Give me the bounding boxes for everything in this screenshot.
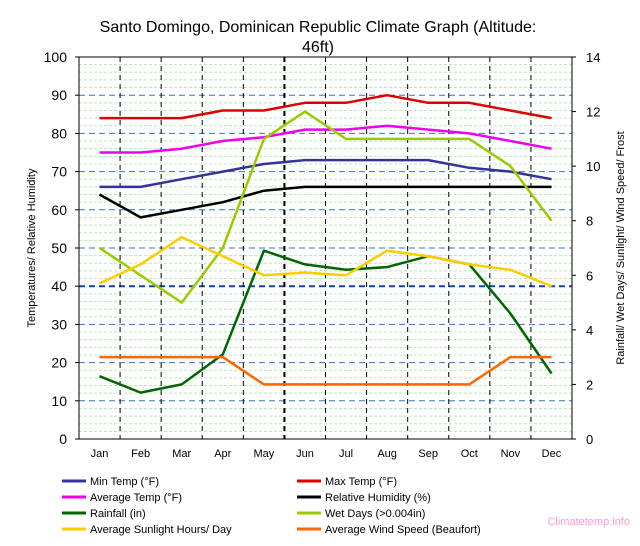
legend-label: Wet Days (>0.004in) — [325, 508, 425, 520]
y-axis-label-right: Rainfall/ Wet Days/ Sunlight/ Wind Speed… — [615, 131, 627, 364]
legend-label: Relative Humidity (%) — [325, 492, 431, 504]
legend-label: Min Temp (°F) — [90, 476, 159, 488]
y-tick-label-left: 50 — [51, 240, 67, 256]
x-tick-label: Jun — [296, 448, 314, 460]
chart-title-line-1: Santo Domingo, Dominican Republic Climat… — [100, 19, 537, 36]
series-line — [98, 185, 552, 219]
axis-layer: 0 10 20 30 40 50 60 70 80 90 100 0 2 4 6 8 10 12 14 Jan Feb M… — [44, 49, 601, 460]
x-tick-label: Jan — [91, 448, 109, 460]
y-tick-label-right: 12 — [586, 105, 600, 120]
y-tick-label-right: 14 — [586, 50, 600, 65]
legend-layer: Min Temp (°F) Max Temp (°F) Average Temp (… — [62, 476, 481, 536]
y-tick-label-right: 2 — [586, 377, 593, 392]
x-tick-label: Dec — [542, 448, 562, 460]
x-tick-label: Nov — [501, 448, 521, 460]
y-tick-label-right: 4 — [586, 323, 593, 338]
grid-layer — [79, 57, 572, 439]
y-tick-label-right: 6 — [586, 268, 593, 283]
series-line — [98, 235, 552, 288]
y-tick-label-left: 10 — [51, 393, 67, 409]
x-tick-label: Feb — [131, 448, 150, 460]
y-tick-label-right: 10 — [586, 159, 600, 174]
x-tick-label: Aug — [377, 448, 397, 460]
legend-label: Average Temp (°F) — [90, 492, 182, 504]
y-tick-label-left: 70 — [51, 164, 67, 180]
y-axis-label-left: Temperatures/ Relative Humidity — [26, 168, 38, 327]
series-line — [99, 355, 552, 386]
y-tick-label-right: 0 — [586, 432, 593, 447]
series-line — [99, 93, 552, 120]
chart-title-line-2: 46ft) — [302, 39, 334, 56]
y-tick-label-left: 100 — [44, 49, 68, 65]
y-tick-label-left: 80 — [51, 125, 67, 141]
y-tick-label-left: 30 — [51, 316, 67, 332]
x-tick-label: Sep — [418, 448, 438, 460]
legend-label: Average Wind Speed (Beaufort) — [325, 524, 481, 536]
x-tick-label: Jul — [339, 448, 353, 460]
y-tick-label-left: 60 — [51, 202, 67, 218]
series-line — [98, 110, 553, 304]
legend-label: Average Sunlight Hours/ Day — [90, 524, 232, 536]
series-line — [99, 158, 552, 189]
x-tick-label: Mar — [172, 448, 191, 460]
series-line — [99, 124, 552, 154]
series-layer — [98, 93, 553, 394]
watermark-text: Climatetemp.info — [547, 516, 630, 528]
legend-label: Max Temp (°F) — [325, 476, 397, 488]
x-tick-label: Oct — [461, 448, 478, 460]
x-tick-label: May — [253, 448, 274, 460]
y-tick-label-left: 20 — [51, 355, 67, 371]
series-line — [99, 249, 553, 394]
y-tick-label-left: 90 — [51, 87, 67, 103]
legend-label: Rainfall (in) — [90, 508, 146, 520]
y-tick-label-left: 0 — [59, 431, 67, 447]
y-tick-label-right: 8 — [586, 214, 593, 229]
y-tick-label-left: 40 — [51, 278, 67, 294]
x-tick-label: Apr — [214, 448, 231, 460]
